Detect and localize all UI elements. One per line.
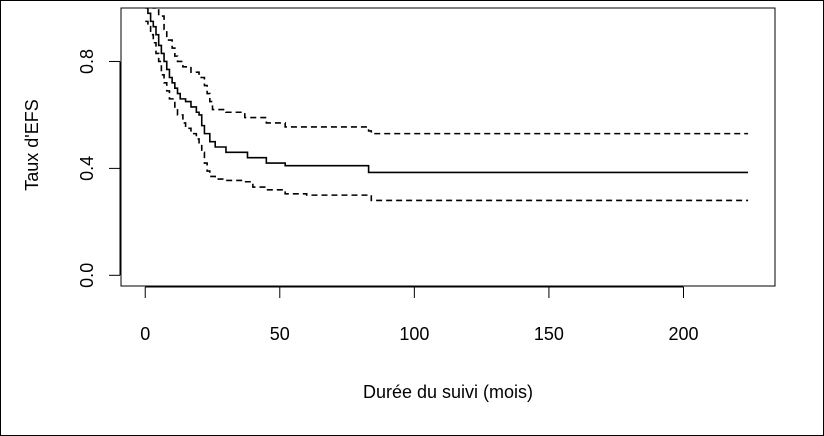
y-tick-label-0: 0.0 [77, 263, 97, 288]
x-tick-label-1: 50 [270, 324, 290, 344]
axes: 0 50 100 150 200 0.0 0.4 0.8 [77, 49, 699, 344]
x-axis-title: Durée du suivi (mois) [363, 382, 533, 402]
y-tick-label-1: 0.4 [77, 156, 97, 181]
x-tick-label-2: 100 [399, 324, 429, 344]
upper-confidence-line [152, 8, 749, 135]
x-tick-label-0: 0 [140, 324, 150, 344]
survival-estimate-line [145, 8, 749, 174]
y-axis-title: Taux d'EFS [22, 99, 42, 190]
x-tick-label-4: 200 [668, 324, 698, 344]
y-tick-label-2: 0.8 [77, 49, 97, 74]
survival-curves [145, 8, 749, 202]
plot-box [120, 7, 776, 287]
lower-confidence-line [145, 20, 749, 202]
x-tick-label-3: 150 [534, 324, 564, 344]
